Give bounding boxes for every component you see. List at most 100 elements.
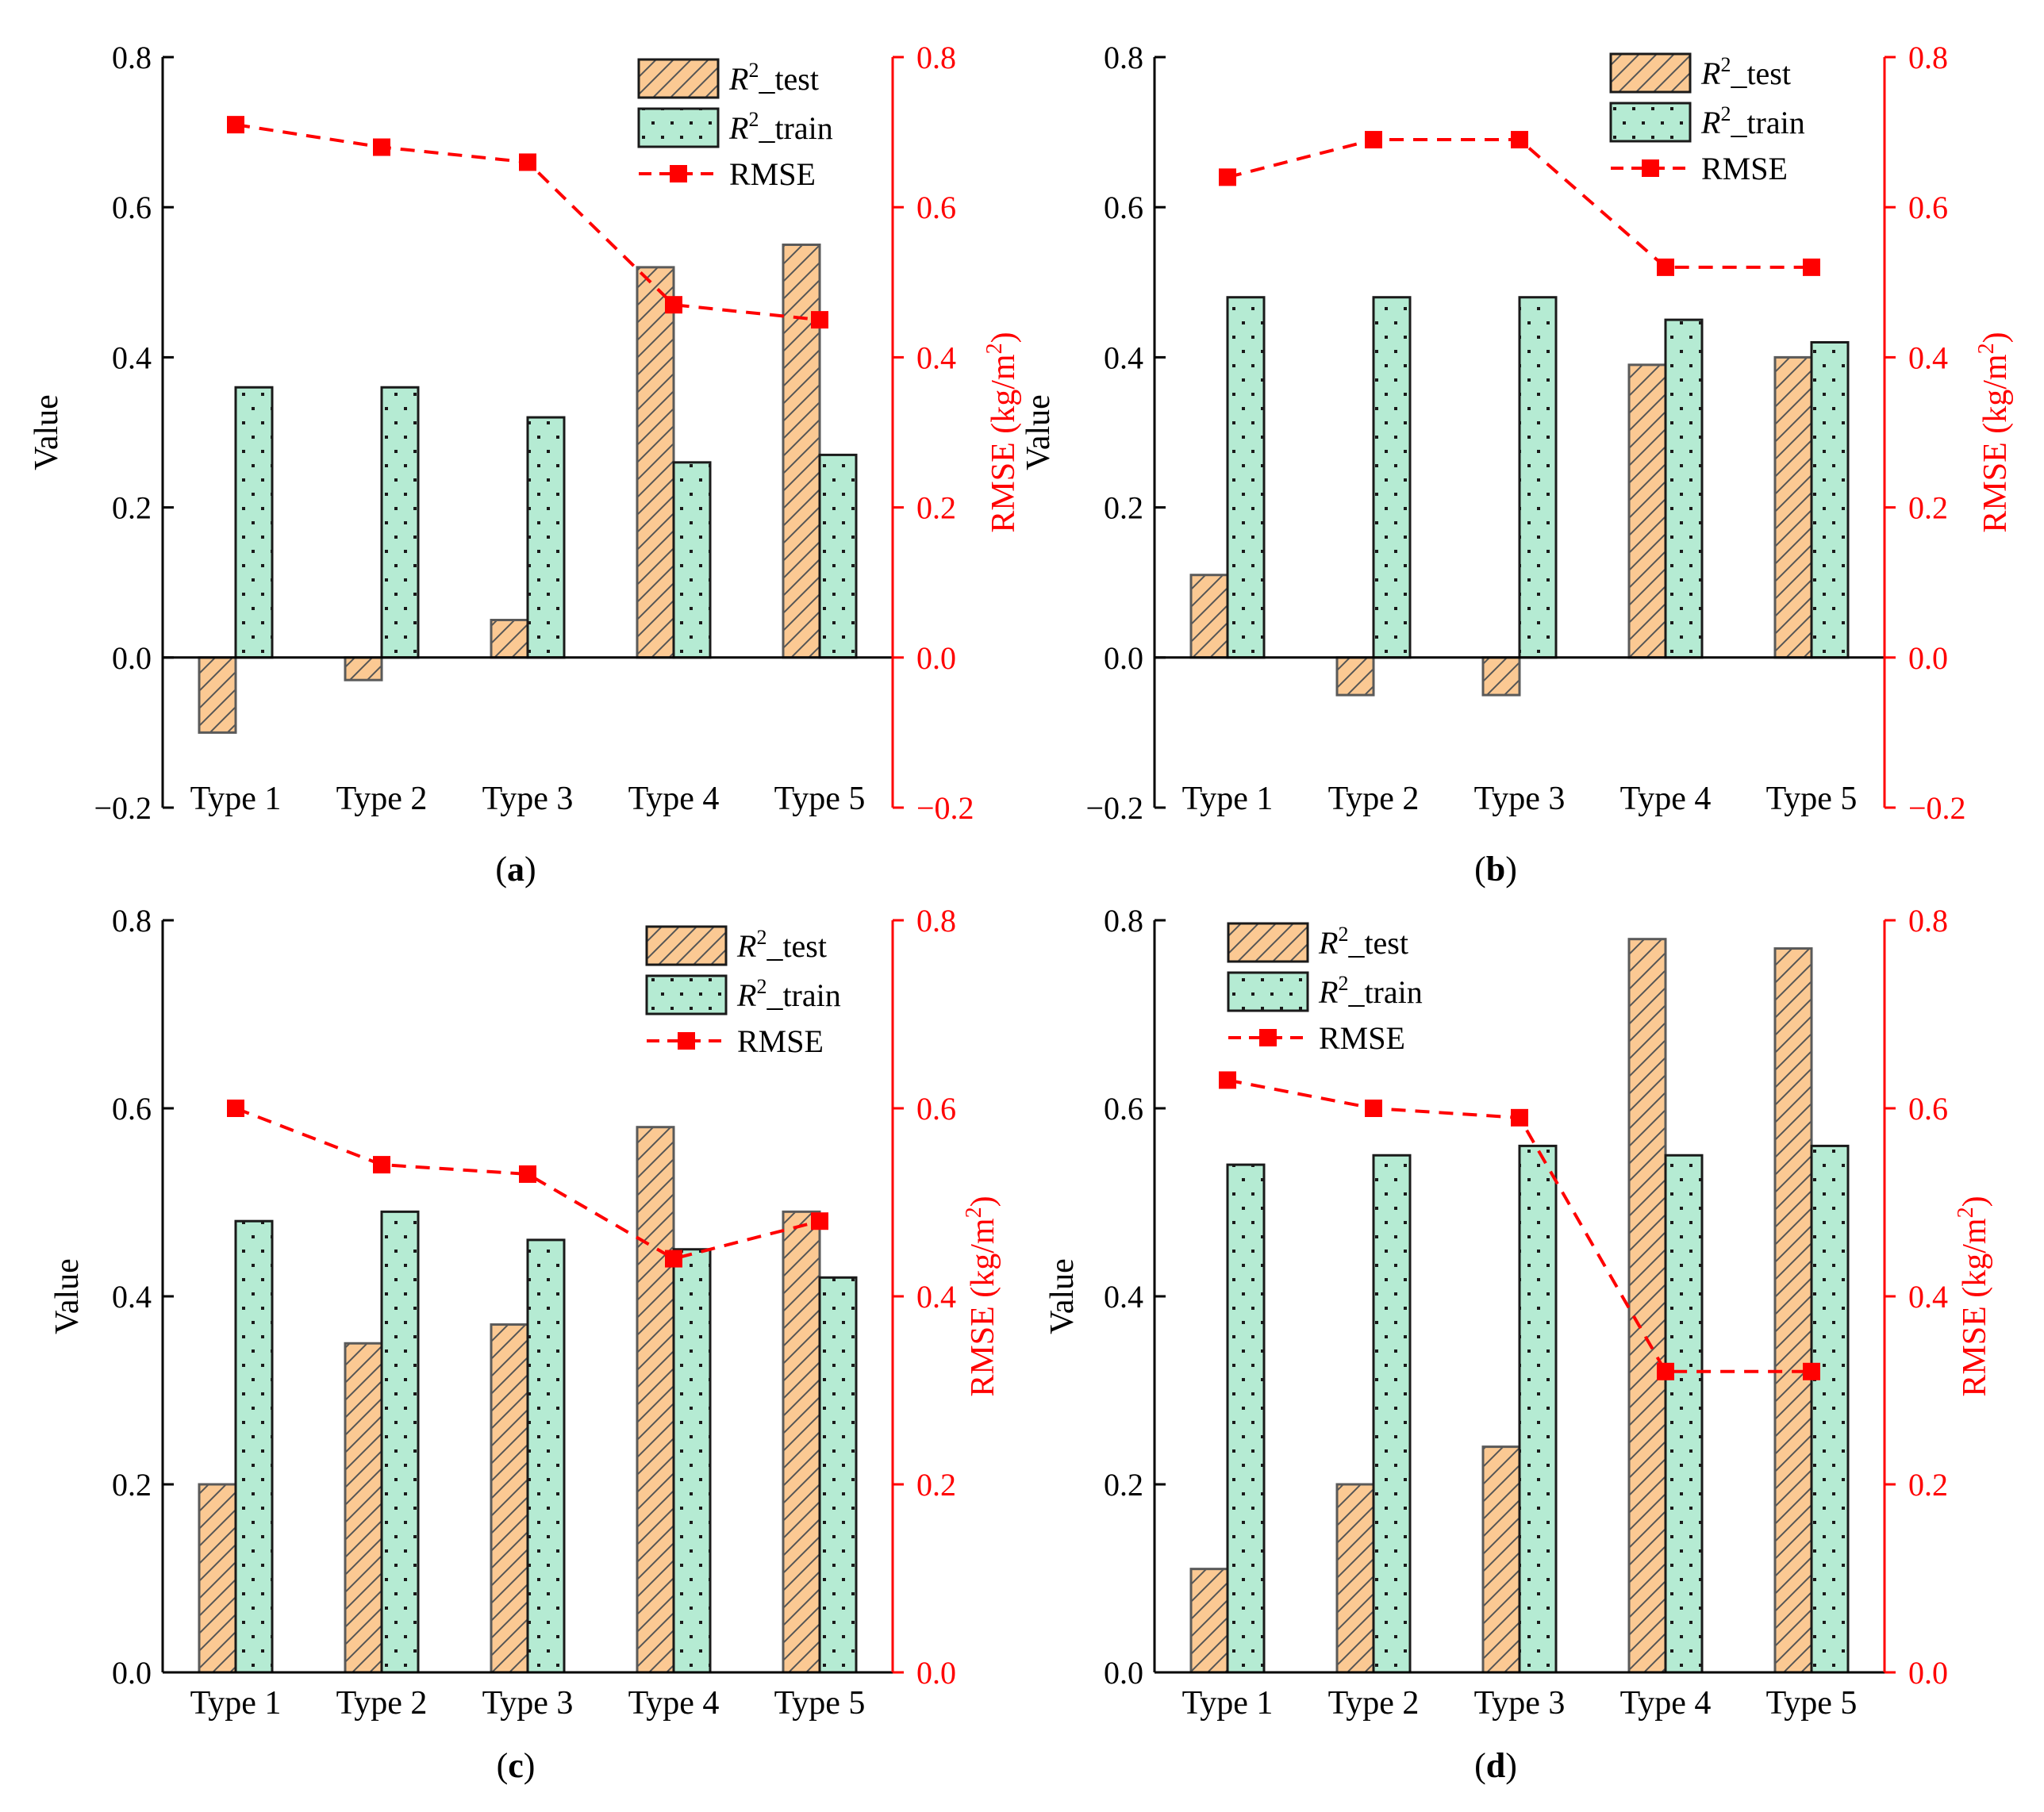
- y-axis-title: Value: [1020, 394, 1057, 470]
- left-tick-label: −0.2: [1085, 790, 1143, 826]
- legend-label-rmse: RMSE: [729, 156, 816, 192]
- rmse-point-5: [811, 1212, 828, 1230]
- bar-pattern: [1481, 1445, 1521, 1674]
- bar-r2-train-5: [818, 1276, 858, 1674]
- rmse-point-5: [1803, 1362, 1820, 1380]
- bar-r2-test-2: [344, 1342, 383, 1674]
- left-tick-label: 0.8: [1104, 40, 1143, 75]
- category-label-2: Type 2: [336, 1685, 428, 1722]
- left-tick-label: 0.2: [112, 490, 152, 526]
- bar-r2-train-2: [1372, 1154, 1412, 1674]
- legend-swatch-r2-train: [1609, 102, 1692, 143]
- bar-r2-train-2: [1372, 296, 1412, 659]
- category-label-4: Type 4: [1620, 781, 1712, 817]
- bar-pattern: [490, 619, 529, 659]
- rmse-point-2: [373, 138, 390, 156]
- legend-swatch-rmse-marker: [1642, 159, 1659, 177]
- left-tick-label: 0.6: [1104, 190, 1143, 225]
- rmse-point-5: [811, 311, 828, 329]
- bar-r2-train-3: [526, 416, 566, 659]
- left-tick-label: 0.2: [1104, 490, 1143, 526]
- bar-r2-test-1: [198, 1483, 237, 1674]
- rmse-point-3: [519, 1165, 536, 1183]
- legend-swatch-r2-test: [1227, 922, 1309, 963]
- bar-pattern: [1627, 363, 1667, 659]
- legend-label-r2-test: R2_test: [1700, 53, 1791, 91]
- right-tick-label: 0.2: [1908, 490, 1948, 526]
- bar-pattern: [1226, 296, 1266, 659]
- bar-pattern: [344, 656, 383, 681]
- legend-label-rmse: RMSE: [737, 1023, 824, 1059]
- bar-r2-train-4: [1664, 318, 1704, 659]
- legend-label-r2-test: R2_test: [736, 926, 827, 964]
- bar-r2-train-1: [1226, 1163, 1266, 1674]
- rmse-point-3: [1511, 1108, 1528, 1127]
- left-tick-label: 0.4: [1104, 1279, 1143, 1315]
- rmse-point-3: [519, 153, 536, 171]
- category-label-1: Type 1: [190, 1685, 282, 1722]
- rmse-point-1: [1219, 168, 1236, 186]
- legend: R2_test R2_train RMSE: [1609, 52, 1805, 186]
- bar-pattern: [1372, 1154, 1412, 1674]
- bar-pattern: [1189, 1568, 1229, 1674]
- category-label-4: Type 4: [628, 781, 720, 817]
- bar-pattern: [1627, 938, 1667, 1674]
- bar-r2-test-4: [636, 1126, 675, 1674]
- bar-pattern: [1335, 1483, 1375, 1674]
- bar-r2-train-3: [1518, 1144, 1558, 1674]
- right-tick-label: 0.0: [1908, 640, 1948, 676]
- right-tick-label: 0.8: [916, 903, 956, 939]
- left-tick-label: 0.6: [1104, 1091, 1143, 1127]
- bar-r2-test-5: [782, 244, 821, 659]
- category-label-3: Type 3: [482, 781, 574, 817]
- category-label-5: Type 5: [774, 1685, 866, 1722]
- category-label-3: Type 3: [1474, 1685, 1566, 1722]
- left-tick-label: 0.8: [1104, 903, 1143, 939]
- bar-r2-train-5: [1810, 340, 1850, 659]
- y-axis-title: Value: [29, 394, 65, 470]
- category-label-2: Type 2: [336, 781, 428, 817]
- bar-pattern: [672, 1248, 712, 1674]
- bar-pattern: [1664, 1154, 1704, 1674]
- bar-r2-test-5: [1773, 355, 1813, 659]
- category-label-1: Type 1: [1182, 1685, 1274, 1722]
- legend-swatch-r2-train: [637, 107, 720, 148]
- bar-pattern: [1189, 574, 1229, 659]
- bar-r2-test-4: [1627, 938, 1667, 1674]
- bar-r2-test-1: [1189, 1568, 1229, 1674]
- left-tick-label: 0.0: [112, 640, 152, 676]
- bar-pattern: [1773, 947, 1813, 1674]
- rmse-point-1: [227, 1100, 244, 1117]
- rmse-point-4: [665, 1250, 682, 1268]
- chart-panel-b: −0.2 0.0 0.2 0.4 0.6 0.8 −0.2 0.0 0.2 0.4 0.6 0.8 Ty…: [1020, 40, 2014, 889]
- rmse-point-2: [1365, 1100, 1382, 1117]
- right-tick-label: 0.2: [916, 490, 956, 526]
- bar-pattern: [1372, 296, 1412, 659]
- category-label-1: Type 1: [190, 781, 282, 817]
- bar-pattern: [672, 461, 712, 659]
- rmse-point-2: [1365, 131, 1382, 149]
- legend-label-rmse: RMSE: [1319, 1020, 1405, 1056]
- right-tick-label: 0.8: [1908, 903, 1948, 939]
- right-tick-label: 0.6: [916, 1091, 956, 1127]
- chart-panel-d: 0.0 0.2 0.4 0.6 0.8 0.0 0.2 0.4 0.6 0.8 Type 1 Type…: [1044, 903, 1993, 1785]
- left-tick-label: 0.4: [112, 1279, 152, 1315]
- bar-pattern: [526, 416, 566, 659]
- legend-label-r2-train: R2_train: [736, 975, 841, 1013]
- right-tick-label: 0.2: [1908, 1467, 1948, 1503]
- bar-pattern: [782, 1210, 821, 1674]
- right-tick-label: −0.2: [1908, 790, 1966, 826]
- y-axis-title: Value: [1044, 1258, 1081, 1334]
- left-tick-label: 0.0: [1104, 640, 1143, 676]
- legend: R2_test R2_train RMSE: [637, 58, 833, 192]
- bar-pattern: [1518, 1144, 1558, 1674]
- rmse-point-4: [1657, 258, 1674, 276]
- bar-pattern: [234, 386, 274, 659]
- left-tick-label: 0.4: [112, 340, 152, 375]
- category-label-3: Type 3: [1474, 781, 1566, 817]
- bar-pattern: [818, 453, 858, 659]
- bar-pattern: [526, 1238, 566, 1674]
- right-tick-label: 0.8: [1908, 40, 1948, 75]
- bar-r2-train-2: [380, 1210, 420, 1674]
- legend-label-r2-train: R2_train: [1318, 972, 1423, 1010]
